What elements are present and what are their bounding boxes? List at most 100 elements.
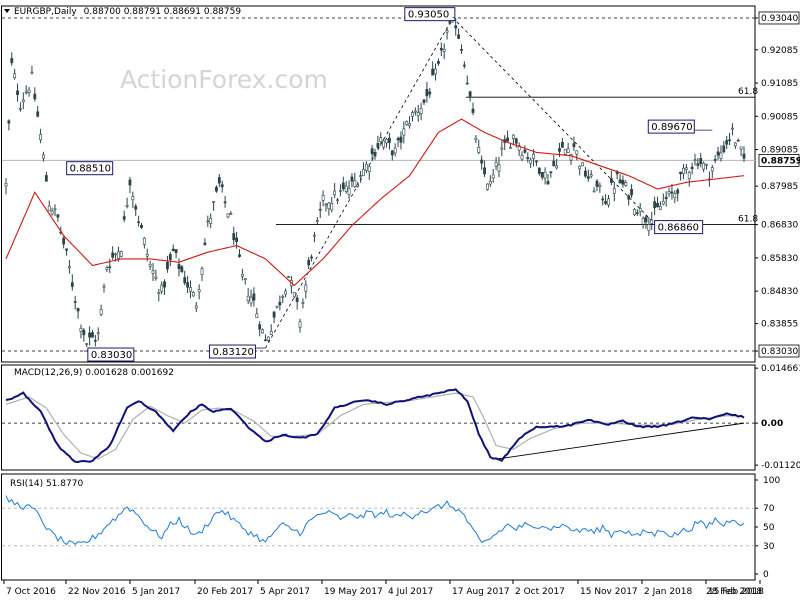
candle-body [667,191,671,195]
candle-body [30,71,34,74]
panel-frame [1,364,756,471]
candle-body [560,141,564,148]
price-annotation-box [647,119,695,134]
candle-body [379,137,383,143]
candle-body [301,301,305,304]
candle-body [281,296,285,298]
candle-body [500,147,504,150]
macd-axis-label: 0.014661 [761,364,800,374]
candle-body [690,166,694,169]
candle-body [36,111,40,117]
candle-body [468,91,472,97]
candle-body [445,30,449,33]
price-axis-label: 0.86830 [761,221,798,231]
candle-body [408,123,411,126]
candle-body [79,327,83,332]
price-annotation-box [208,344,256,359]
candle-body [73,301,77,303]
candle-body [197,289,201,293]
candle-body [437,61,440,64]
candle-body [716,151,720,156]
candle-body [341,182,345,189]
price-annotations: 0.93050 0.88510 0.83030 0.83120 0.86860 0.896… [66,7,713,362]
candle-body [699,157,703,165]
candle-body [439,47,443,51]
rsi-axis-label: 100 [763,476,780,486]
candle-body [719,152,723,159]
candle-body [128,179,132,186]
date-axis-label: 5 Apr 2017 [260,587,310,597]
candle-body [47,205,51,212]
rsi-axis-label: 70 [763,504,775,514]
candle-body [705,163,708,166]
macd-panel: 0.014661 0.00 -0.011202 [2,364,800,471]
price-axis-label: 0.83855 [761,320,798,330]
candle-body [364,163,368,171]
candle-body [722,145,726,153]
price-annotation-box [404,7,456,22]
date-axis-label: 2 Oct 2017 [515,587,565,597]
candle-body [644,216,648,223]
candle-body [154,276,158,279]
candle-body [180,266,184,273]
candle-body [673,193,677,199]
candle-body [529,159,533,164]
fib-level-label: 61.8 [738,215,758,225]
candle-body [595,180,599,187]
candle-body [232,233,236,241]
candle-body [217,177,221,184]
candle-body [742,153,746,159]
candle-body [142,237,146,245]
candle-body [460,49,463,51]
candle-body [105,267,109,270]
candle-body [604,201,608,204]
candle-body [543,171,547,179]
candle-body [200,268,204,275]
candle-body [134,205,138,210]
candle-body [612,188,616,194]
symbol-arrow-icon [4,9,10,13]
macd-trendline [498,422,745,460]
price-axis-label: 0.93040 [761,14,798,24]
candle-body [739,146,743,150]
date-axis-label: 17 Aug 2017 [452,587,510,597]
date-axis-label: 5 Jan 2017 [132,587,180,597]
rsi-axis-label: 50 [763,523,775,533]
candle-body [656,202,659,208]
candle-body [428,91,432,95]
candle-body [255,313,259,318]
price-axis: 0.93040 0.92085 0.91085 0.90085 0.89085 0.879… [755,11,800,358]
candle-body [304,284,308,292]
candle-body [65,248,68,251]
candle-body [431,68,435,76]
candle-body [396,138,400,141]
candle-body [413,110,417,113]
candle-body [488,180,492,185]
price-annotation-text: 0.88510 [70,164,111,175]
candle-body [584,170,587,177]
candle-body [177,264,181,269]
price-axis-label: 0.85830 [761,254,798,264]
price-annotation-text: 0.89670 [651,122,692,133]
candle-body [540,171,544,178]
candle-body [581,162,584,167]
candle-body [653,201,657,209]
candle-body [376,143,380,148]
candle-body [586,176,590,179]
date-axis-label: 28 Feb 2018 [706,587,762,597]
candle-body [477,146,481,153]
price-annotation-box [654,220,704,235]
macd-main-line [5,388,745,464]
macd-title: MACD(12,26,9) 0.001628 0.001692 [14,368,174,378]
candle-body [246,295,250,302]
candle-body [419,108,423,114]
candle-body [483,167,486,175]
candle-body [85,343,89,345]
candle-body [53,208,57,211]
candle-body [122,216,126,220]
candle-body [157,292,161,294]
price-box [758,344,800,358]
price-annotation-box [87,347,135,362]
candle-body [125,205,129,207]
candle-body [226,213,230,218]
